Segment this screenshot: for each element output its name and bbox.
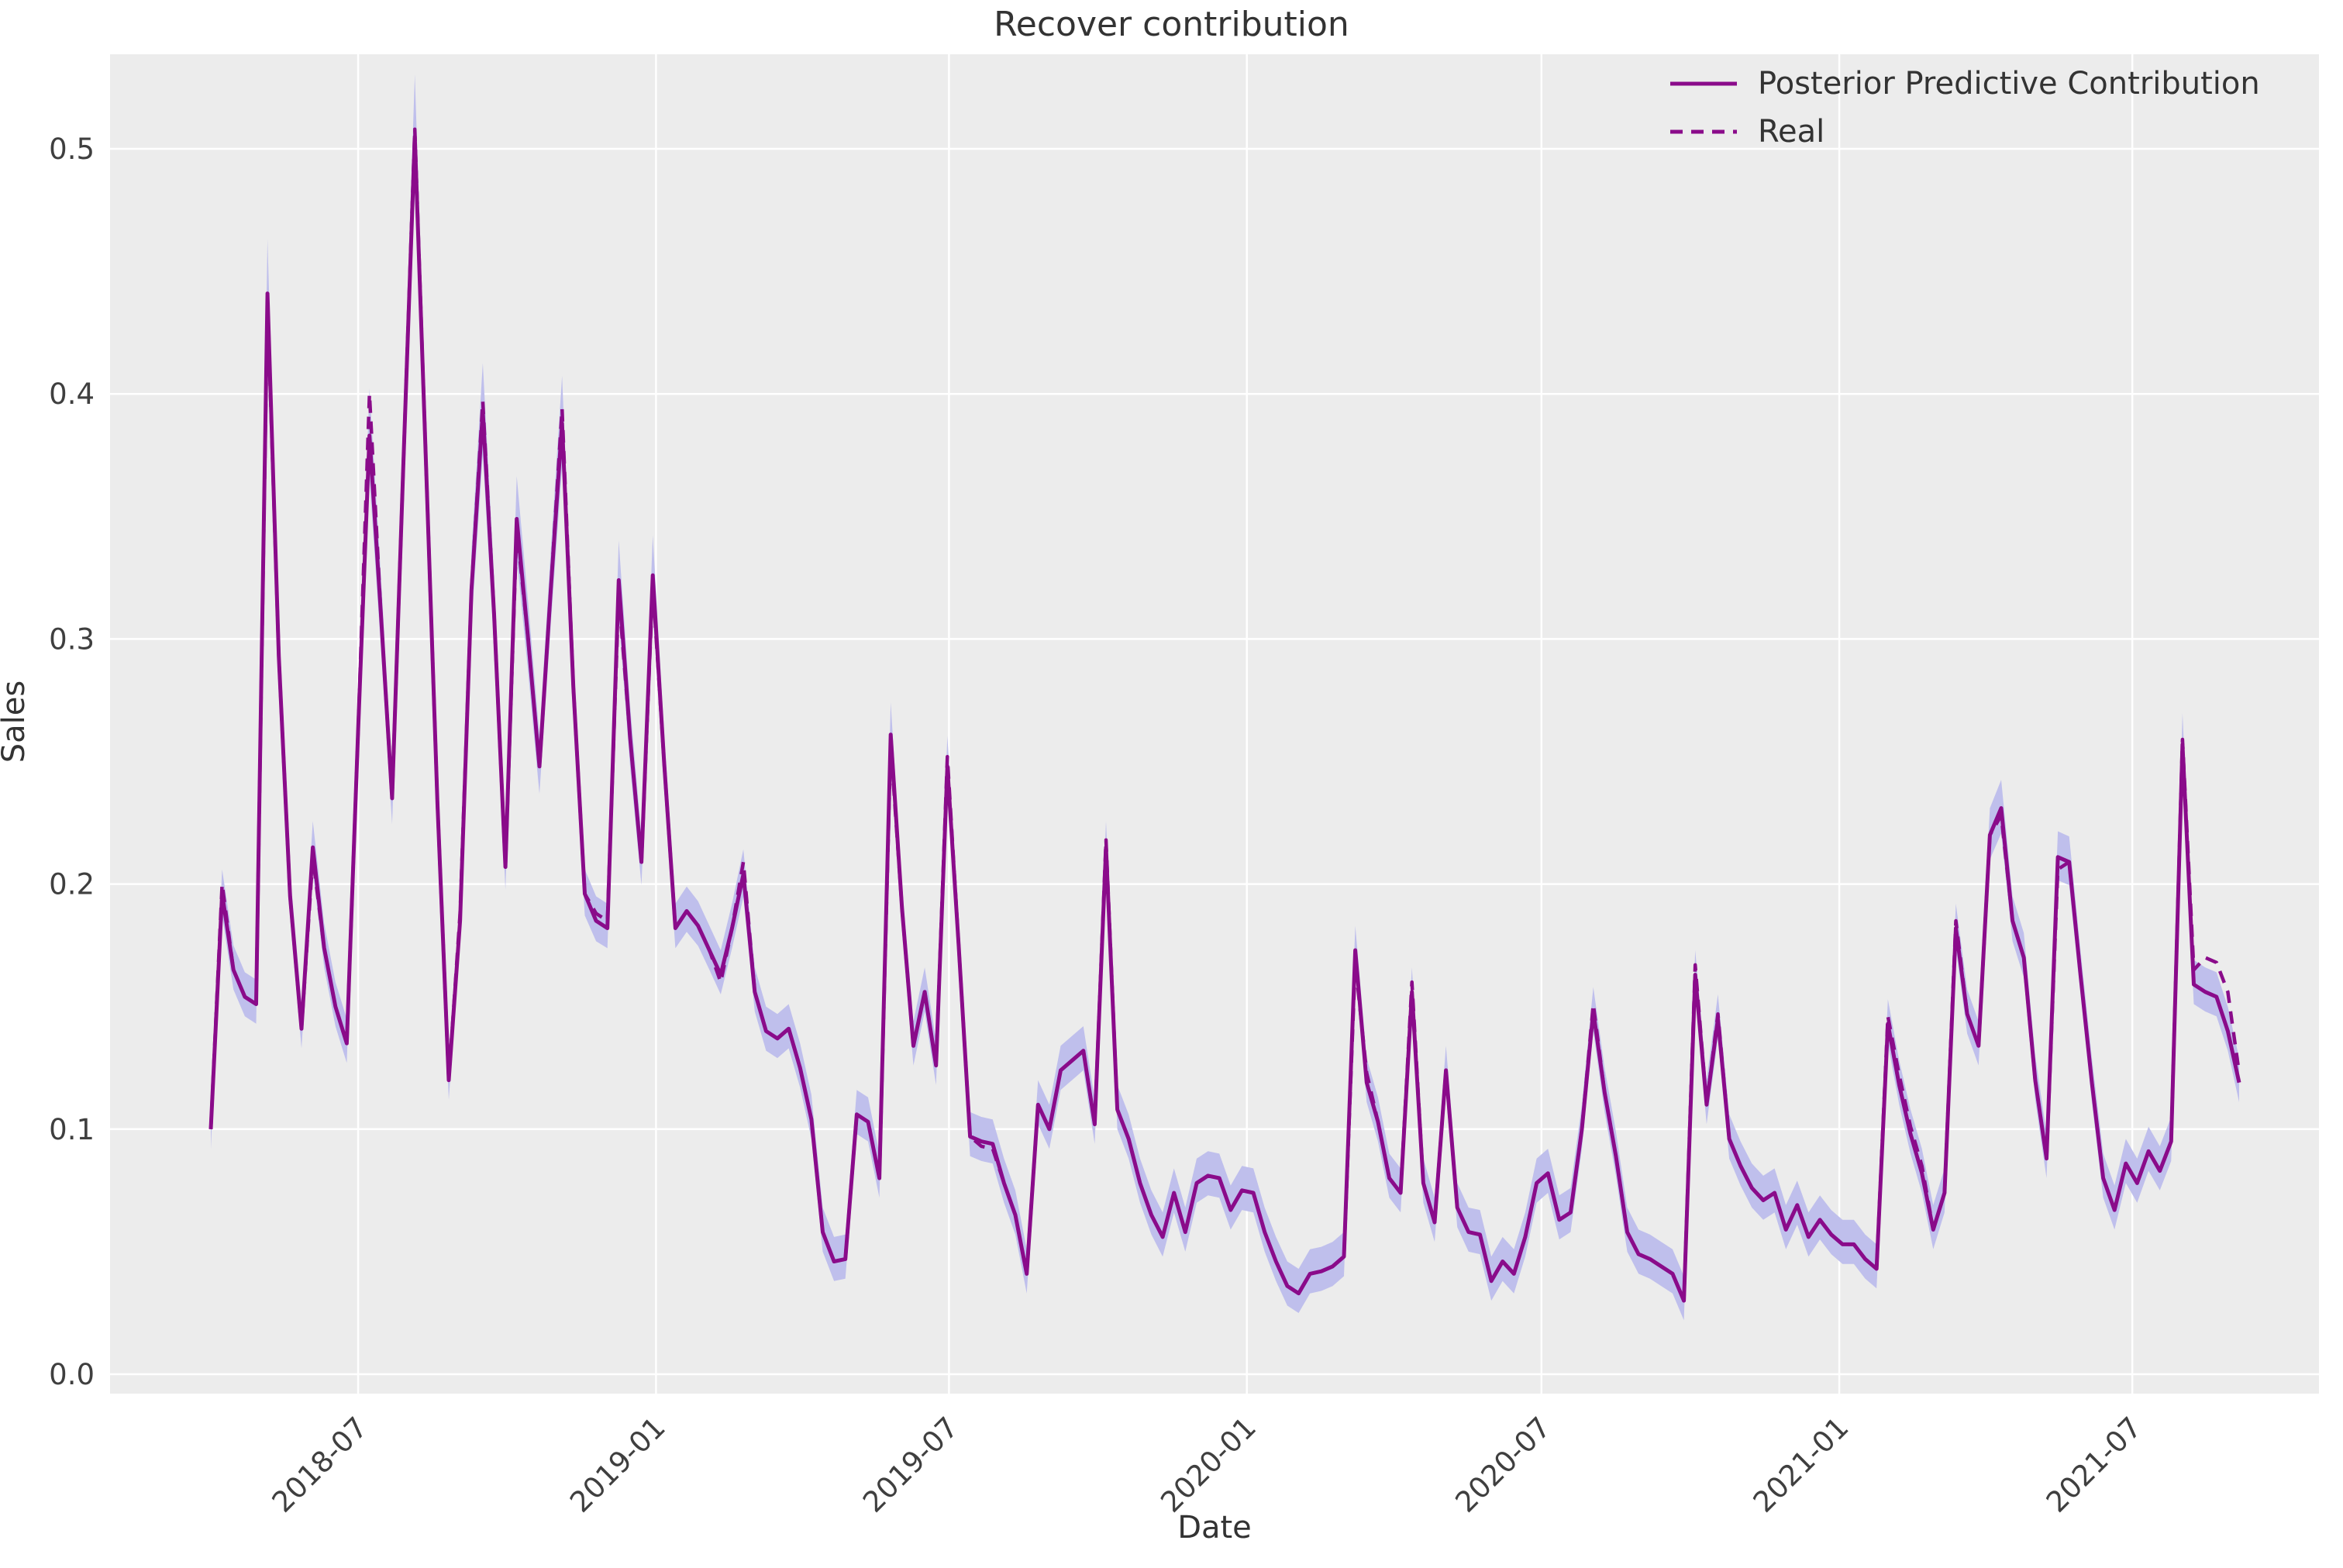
x-tick-label: 2021-07	[2040, 1411, 2148, 1519]
x-tick-label: 2019-07	[856, 1411, 965, 1519]
dashed-line-swatch	[1670, 129, 1737, 134]
posterior-line	[208, 134, 2241, 1303]
y-tick-label: 0.0	[49, 1358, 95, 1391]
real-line	[208, 127, 2241, 1303]
y-tick-label: 0.4	[49, 377, 95, 411]
legend-item-real: Real	[1668, 112, 2260, 152]
y-tick-label: 0.1	[49, 1113, 95, 1146]
x-tick-label: 2021-01	[1747, 1411, 1855, 1519]
x-tick-label: 2020-01	[1154, 1411, 1263, 1519]
y-tick-label: 0.5	[49, 133, 95, 166]
x-tick-label: 2018-07	[266, 1411, 374, 1519]
legend-label-posterior: Posterior Predictive Contribution	[1758, 66, 2260, 102]
y-tick-label: 0.3	[49, 622, 95, 656]
legend: Posterior Predictive Contribution Real	[1668, 64, 2260, 152]
chart-title: Recover contribution	[994, 5, 1349, 44]
solid-line-swatch	[1670, 81, 1737, 86]
x-axis-title: Date	[1177, 1510, 1252, 1546]
legend-label-real: Real	[1758, 114, 1825, 150]
legend-item-posterior: Posterior Predictive Contribution	[1668, 64, 2260, 104]
y-tick-label: 0.2	[49, 868, 95, 901]
x-tick-label: 2020-07	[1449, 1411, 1557, 1519]
y-axis-title: Sales	[0, 680, 32, 763]
x-tick-label: 2019-01	[563, 1411, 672, 1519]
